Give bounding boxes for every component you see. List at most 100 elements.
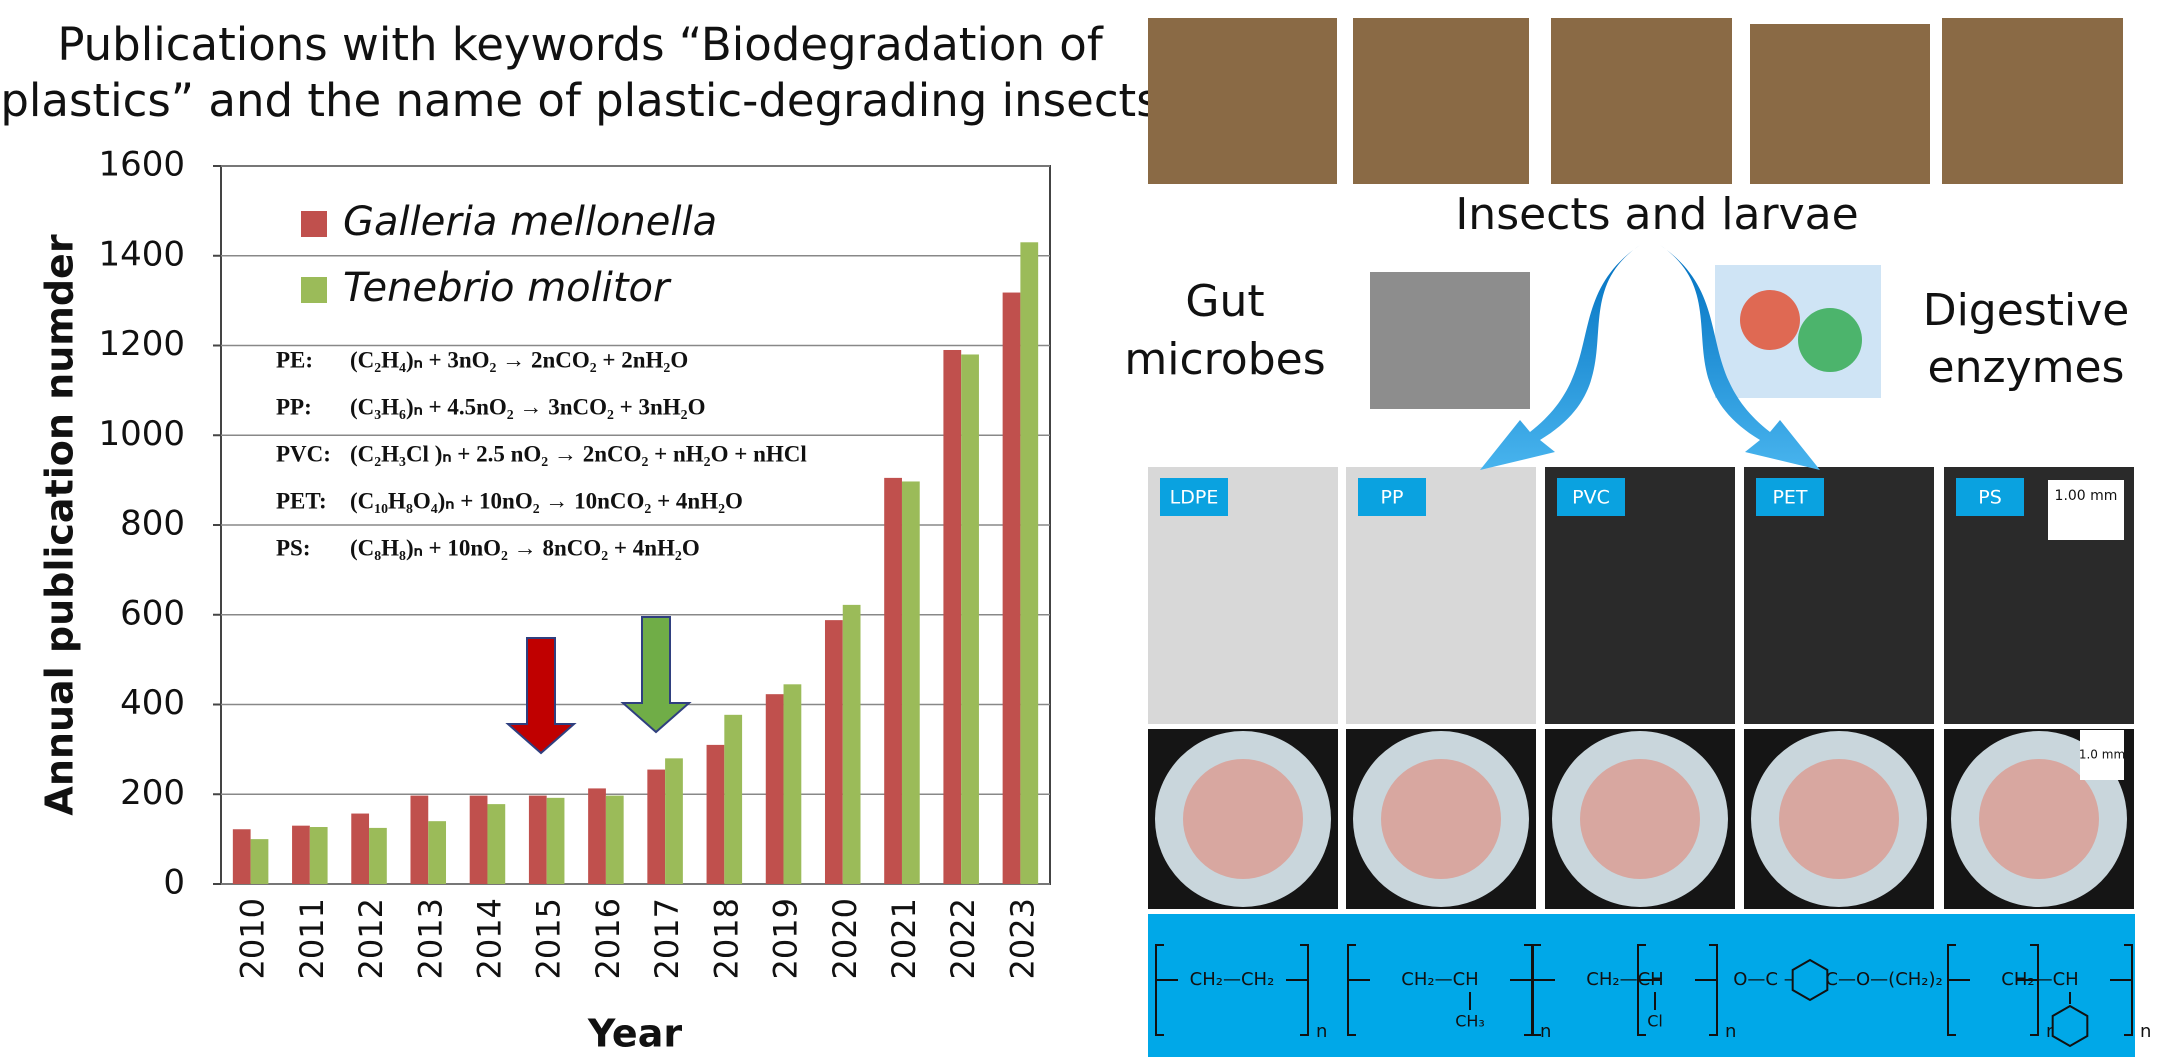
y-tick-label: 1400 (98, 234, 185, 274)
equation: (C₁₀H₈O₄)ₙ + 10nO₂ → 10nCO₂ + 4nH₂O (350, 488, 743, 513)
plastic-label: PET (1772, 487, 1807, 509)
chart-title: Publications with keywords “Biodegradati… (57, 18, 1104, 71)
frass-particles (1381, 759, 1501, 879)
enzyme-image (1798, 308, 1862, 372)
larvae-photo (1551, 18, 1732, 184)
y-tick-label: 800 (120, 504, 185, 544)
red-arrow (505, 637, 577, 755)
insects-label: Insects and larvae (1455, 189, 1858, 240)
frass-particles (1979, 759, 2099, 879)
benzene-ring (2051, 1004, 2089, 1048)
structure-sub: Cl (1647, 1012, 1663, 1031)
equation: (C₂H₃Cl )ₙ + 2.5 nO₂ → 2nCO₂ + nH₂O + nH… (350, 441, 807, 466)
x-tick-label: 2013 (411, 898, 449, 979)
bar (250, 839, 269, 884)
x-tick-label: 2015 (530, 898, 568, 979)
plastic-label-box (1358, 478, 1426, 516)
structure-band (1148, 914, 2135, 1057)
structure-main: CH₂—CH₂ (1190, 969, 1275, 990)
bar (292, 825, 310, 884)
bar (369, 827, 387, 884)
bracket (1300, 944, 1309, 1036)
bar (765, 694, 784, 884)
frass-particles (1779, 759, 1899, 879)
bracket (1709, 944, 1718, 1036)
plastic-label-box (1956, 478, 2024, 516)
equation: (C₈H₈)ₙ + 10nO₂ → 8nCO₂ + 4nH₂O (350, 535, 700, 560)
bar (943, 349, 962, 884)
bar (410, 795, 429, 884)
bar (783, 684, 802, 884)
equation: (C₃H₆)ₙ + 4.5nO₂ → 3nCO₂ + 3nH₂O (350, 394, 705, 419)
bracket (1347, 944, 1356, 1036)
bar (605, 795, 624, 884)
plastic-label-box (1557, 478, 1625, 516)
bar (842, 604, 861, 884)
x-tick-label: 2016 (589, 898, 627, 979)
plastic-label-box (1756, 478, 1824, 516)
bar (546, 797, 565, 884)
x-tick-label: 2018 (707, 898, 745, 979)
bar (706, 744, 725, 884)
structure-main: CH₂—CH (2001, 969, 2078, 990)
bracket (2030, 944, 2039, 1036)
structure-n: n (2140, 1021, 2151, 1042)
y-tick-label: 1000 (98, 414, 185, 454)
structure-main: O—C —— C—O—(CH₂)₂ (1733, 969, 1943, 990)
structures: CH₂—CH₂ n CH₂—CH n CH₃ CH₂—CH n Cl O—C —— C—O—(C… (1155, 944, 2151, 1048)
x-tick-label: 2021 (885, 898, 923, 979)
bar (824, 620, 843, 884)
curved-arrow (1660, 245, 1820, 470)
equation-label: PP: (276, 394, 312, 419)
frass-particles (1580, 759, 1700, 879)
bracket (2124, 944, 2133, 1036)
enzyme-label: enzymes (1928, 342, 2125, 393)
legend-swatch (301, 211, 327, 237)
gut-label: Gut (1185, 276, 1264, 327)
equation-label: PET: (276, 488, 327, 513)
bar (724, 714, 743, 884)
y-tick-label: 600 (120, 593, 185, 633)
x-tick-label: 2012 (352, 898, 390, 979)
legend-label: Galleria mellonella (343, 199, 717, 245)
scale-box (2080, 730, 2124, 780)
equation: (C₂H₄)ₙ + 3nO₂ → 2nCO₂ + 2nH₂O (350, 347, 688, 372)
structure-n: n (1540, 1021, 1551, 1042)
plastic-label: PS (1978, 487, 2002, 509)
bar (351, 813, 370, 884)
larvae-photo (1750, 24, 1930, 184)
structure-sub: CH₃ (1455, 1012, 1485, 1031)
bar (665, 758, 683, 884)
enzyme-image (1740, 290, 1800, 350)
x-tick-label: 2022 (944, 898, 982, 979)
gut-label: microbes (1124, 334, 1325, 385)
structure-n: n (1725, 1021, 1736, 1042)
scale-box (2048, 480, 2124, 540)
bar (469, 795, 488, 884)
structure-main: CH₂—CH (1586, 969, 1663, 990)
legend-label: Tenebrio molitor (343, 265, 672, 311)
x-tick-label: 2010 (234, 898, 272, 979)
bar (528, 795, 547, 884)
plot: 0 200 400 600 800 1000 1200 1400 1600 2010 2011 201… (98, 145, 1051, 979)
bar (961, 354, 979, 885)
benzene-ring (1791, 958, 1829, 1002)
x-tick-label: 2023 (1003, 898, 1041, 979)
plastic-label: PP (1381, 487, 1404, 509)
microbe-image (1370, 272, 1530, 409)
y-tick-label: 400 (120, 683, 185, 723)
plastic-label: PVC (1572, 487, 1610, 509)
x-tick-label: 2011 (293, 898, 331, 979)
plastic-label-box (1160, 478, 1228, 516)
x-tick-label: 2014 (470, 898, 508, 979)
equation-label: PE: (276, 347, 313, 372)
chart-title: plastics” and the name of plastic-degrad… (0, 74, 1159, 127)
larvae-photo (1942, 18, 2123, 184)
larvae-photo (1148, 18, 1337, 184)
x-axis-label: Year (587, 1012, 682, 1056)
y-axis-label: Annual publication numder (38, 234, 82, 815)
curved-arrow (1480, 245, 1640, 470)
bar (428, 821, 447, 884)
larvae-photo (1353, 18, 1529, 184)
